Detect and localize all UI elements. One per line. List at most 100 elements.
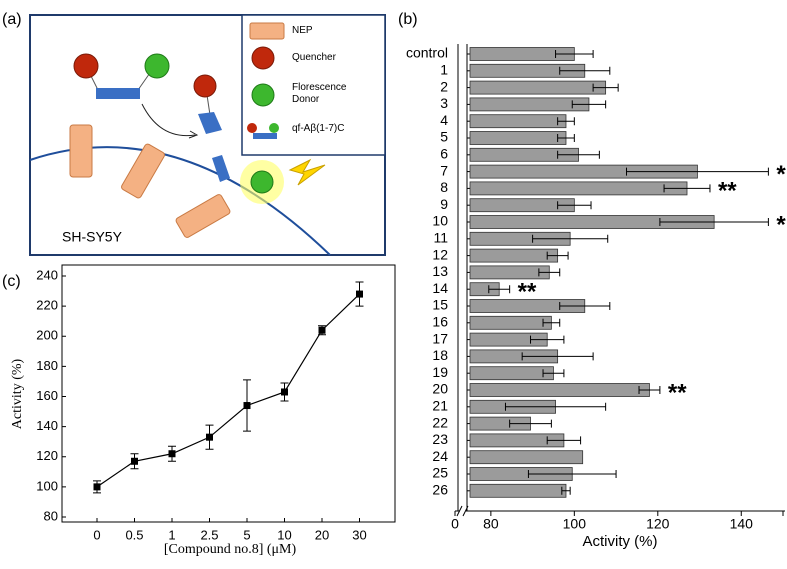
legend-donor-icon — [251, 83, 275, 107]
y-tick-label: 17 — [432, 330, 448, 346]
y-tick-label: 15 — [432, 297, 448, 313]
error-bar — [559, 66, 611, 75]
x-tick-label: 10 — [277, 527, 291, 542]
legend-probe-icon — [247, 123, 279, 139]
y-tick-label: control — [406, 45, 448, 61]
error-bar — [527, 470, 617, 478]
y-tick-label: 25 — [432, 465, 448, 481]
probe-intact — [73, 53, 170, 99]
y-tick-label: 1 — [440, 62, 448, 78]
x-tick-label: 20 — [315, 527, 329, 542]
legend-entry: Florescence Donor — [292, 82, 347, 105]
y-tick-label: 7 — [440, 162, 448, 178]
point — [318, 326, 326, 334]
error-bar — [561, 486, 571, 495]
legend-entry: Quencher — [292, 52, 336, 63]
error-bar — [559, 302, 611, 310]
error-bar — [532, 234, 609, 243]
y-tick-label: 21 — [432, 398, 448, 414]
bar — [469, 483, 567, 498]
error-bar — [557, 134, 575, 142]
x-axis-title: Activity (%) — [583, 533, 658, 550]
line — [96, 293, 360, 488]
y-tick-label: 8 — [440, 179, 448, 195]
point — [131, 457, 138, 465]
y-tick-label: 16 — [432, 314, 448, 330]
x-tick-label: 0 — [451, 516, 459, 532]
y-tick-label: 24 — [432, 448, 448, 464]
axis-break — [456, 505, 469, 517]
y-tick-label: 160 — [36, 388, 58, 403]
point — [168, 450, 176, 458]
error-bar — [504, 402, 607, 411]
cell-label: SH-SY5Y — [62, 229, 123, 245]
legend-entry: qf-Aβ(1-7)C — [292, 123, 345, 134]
bar — [469, 114, 567, 129]
legend-nep-icon — [249, 22, 285, 40]
y-tick-label: 26 — [432, 482, 448, 498]
y-tick-label: 180 — [36, 358, 58, 373]
error-bar — [555, 50, 594, 58]
bar — [469, 315, 552, 330]
plot-frame — [61, 264, 396, 523]
arrow — [141, 103, 196, 137]
x-tick-label: 0.5 — [125, 527, 143, 542]
x-tick-label: 120 — [646, 516, 670, 532]
x-tick-label: 140 — [730, 516, 754, 532]
y-axis-title: Activity (%) — [10, 358, 25, 429]
bar — [469, 181, 688, 196]
y-tick-label: 100 — [36, 478, 58, 493]
error-bar — [530, 335, 565, 344]
y-tick-label: 19 — [432, 364, 448, 380]
y-tick-label: 20 — [432, 381, 448, 397]
nep — [69, 124, 93, 178]
y-tick-label: 9 — [440, 196, 448, 212]
bar — [469, 366, 554, 381]
error-bar — [542, 318, 561, 327]
axis-break — [460, 507, 466, 515]
error-bar — [663, 184, 711, 193]
error-bar — [638, 386, 661, 394]
y-tick-label: 240 — [36, 267, 58, 282]
x-tick-label: 80 — [483, 516, 499, 532]
panel-label: (b) — [398, 11, 418, 28]
panel-label: (c) — [2, 273, 21, 290]
y-tick-label: 18 — [432, 347, 448, 363]
x-tick-label: 100 — [563, 516, 587, 532]
error-bar — [557, 117, 575, 126]
y-tick-label: 23 — [432, 431, 448, 447]
bar — [469, 450, 584, 465]
y-tick-label: 80 — [44, 508, 58, 523]
y-tick-label: 2 — [440, 78, 448, 94]
significance-mark: ** — [668, 379, 687, 406]
significance-mark: ** — [518, 279, 537, 306]
bar — [469, 80, 607, 95]
y-tick-label: 13 — [432, 263, 448, 279]
nep — [175, 194, 231, 238]
bar — [469, 248, 559, 263]
bar — [469, 131, 567, 145]
point — [93, 483, 101, 491]
diagram: SH-SY5Y — [29, 14, 386, 256]
y-tick-label: 120 — [36, 448, 58, 463]
x-tick-label: 1 — [168, 527, 175, 542]
y-tick-label: 4 — [440, 112, 448, 128]
y-tick-label: 6 — [440, 146, 448, 162]
significance-mark: * — [776, 211, 786, 238]
probe-cleaved — [193, 74, 326, 204]
x-axis-title: [Compound no.8] (μM) — [164, 542, 297, 557]
error-bar — [626, 167, 769, 176]
error-bar — [538, 268, 561, 277]
y-tick-label: 200 — [36, 328, 58, 343]
error-bar — [509, 419, 552, 428]
y-tick-label: 140 — [36, 418, 58, 433]
x-tick-label: 5 — [243, 527, 250, 542]
error-bar — [592, 83, 619, 92]
error-bar — [542, 369, 565, 378]
error-bar — [659, 218, 769, 226]
error-bar — [488, 285, 511, 294]
x-tick-label: 0 — [93, 527, 100, 542]
error-bar — [546, 251, 569, 260]
